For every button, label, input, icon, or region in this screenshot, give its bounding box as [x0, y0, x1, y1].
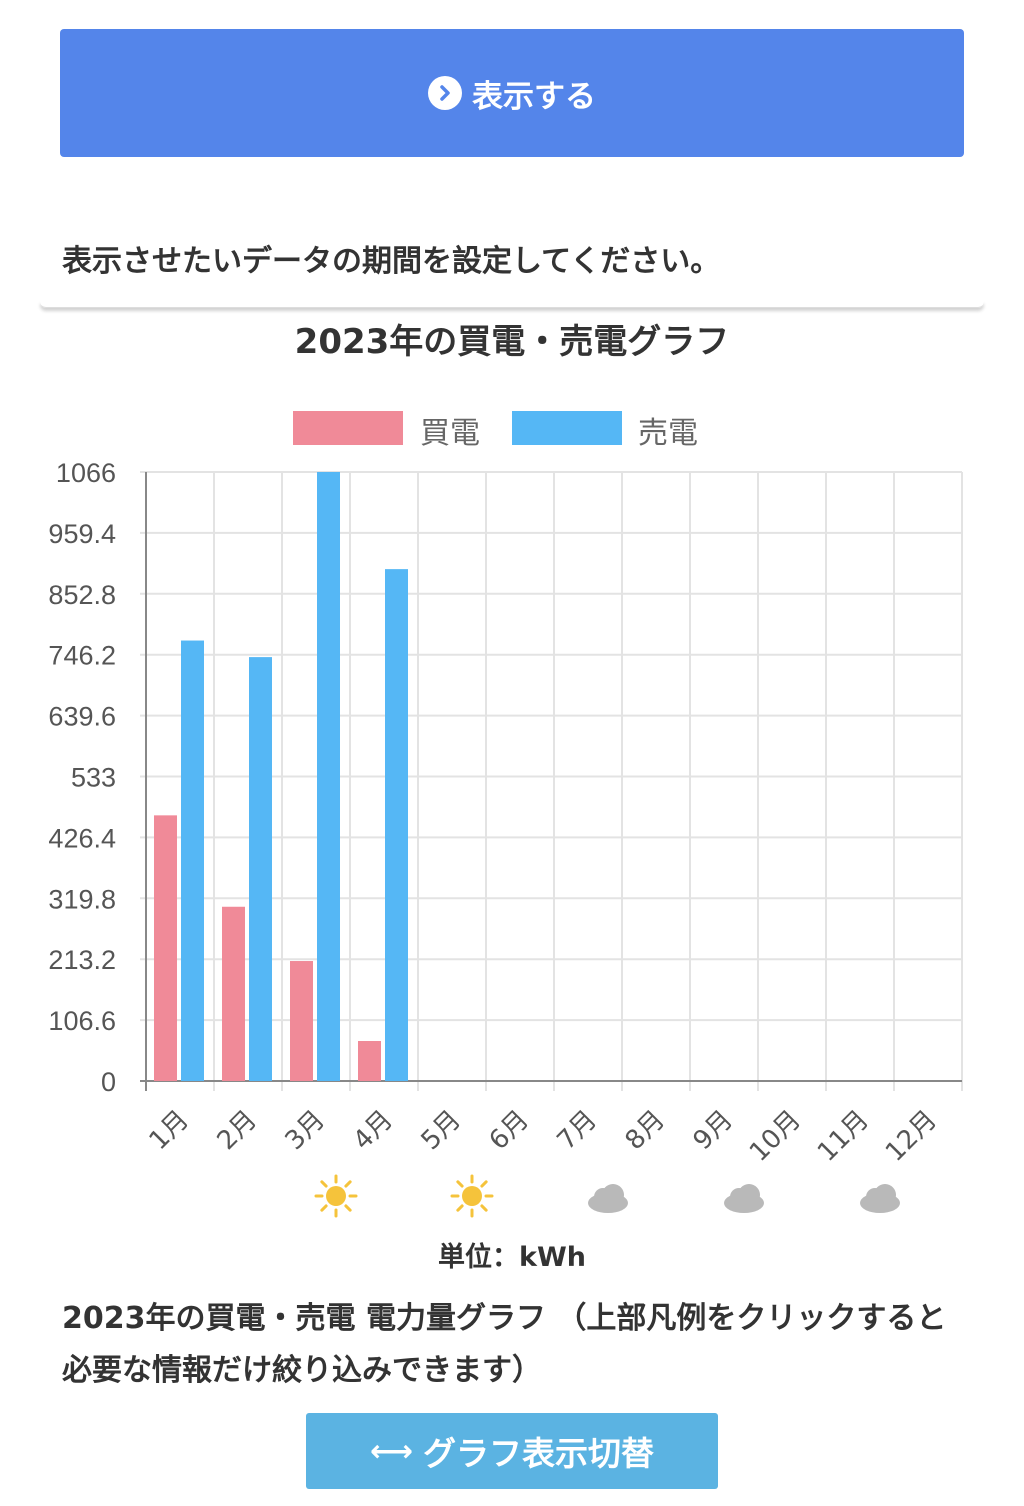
bar-purchase [222, 906, 245, 1081]
x-tick-label: 2月 [212, 1105, 263, 1156]
weather-row [0, 1168, 1024, 1228]
legend-swatch [293, 411, 403, 445]
show-button[interactable]: 表示する [60, 29, 964, 157]
x-tick-label: 5月 [416, 1105, 467, 1156]
x-tick-label: 4月 [348, 1105, 399, 1156]
graph-toggle-button[interactable]: ⟷ グラフ表示切替 [306, 1413, 718, 1489]
chart-caption: 2023年の買電・売電 電力量グラフ （上部凡例をクリックすると必要な情報だけ絞… [62, 1301, 947, 1388]
x-tick-label: 6月 [484, 1105, 535, 1156]
y-tick-label: 533 [71, 763, 116, 793]
y-tick-label: 213.2 [48, 945, 116, 975]
bar-sale [181, 640, 204, 1081]
bar-sale [249, 657, 272, 1081]
section-divider [40, 301, 984, 308]
x-tick-label: 12月 [880, 1105, 943, 1165]
bar-chart: 1066 959.4 852.8 746.2 639.6 533 426.4 319.8 213… [48, 411, 963, 1165]
cloud-icon [860, 1184, 900, 1213]
double-arrow-icon: ⟷ [369, 1433, 413, 1469]
x-tick-label: 8月 [620, 1105, 671, 1156]
y-tick-label: 852.8 [48, 580, 116, 610]
x-tick-label: 3月 [280, 1105, 331, 1156]
show-button-label: 表示する [472, 78, 596, 115]
bar-purchase [154, 815, 177, 1081]
legend-swatch [512, 411, 622, 445]
y-tick-label: 639.6 [48, 702, 116, 732]
y-tick-label: 746.2 [48, 641, 116, 671]
graph-toggle-label: グラフ表示切替 [423, 1434, 654, 1473]
x-tick-label: 9月 [688, 1105, 739, 1156]
sun-icon [450, 1174, 494, 1218]
cloud-icon [724, 1184, 764, 1213]
bar-sale [385, 569, 408, 1081]
x-tick-label: 7月 [552, 1105, 603, 1156]
cloud-icon [588, 1184, 628, 1213]
y-tick-label: 319.8 [48, 884, 116, 914]
bar-purchase [290, 961, 313, 1081]
y-tick-label: 426.4 [48, 823, 116, 853]
unit-label: 単位：kWh [438, 1242, 586, 1273]
x-tick-label: 1月 [144, 1105, 195, 1156]
y-tick-label: 106.6 [48, 1006, 116, 1036]
y-tick-label: 0 [101, 1067, 116, 1097]
legend-label: 売電 [638, 416, 698, 451]
x-tick-label: 10月 [744, 1105, 807, 1165]
bar-sale [317, 472, 340, 1081]
legend-label: 買電 [420, 416, 480, 451]
y-tick-label: 1066 [56, 458, 116, 488]
period-instruction: 表示させたいデータの期間を設定してください。 [62, 244, 721, 279]
x-tick-label: 11月 [812, 1105, 875, 1165]
chart-title: 2023年の買電・売電グラフ [294, 322, 730, 362]
chevron-right-icon [428, 76, 462, 110]
y-tick-label: 959.4 [48, 519, 116, 549]
bar-purchase [358, 1041, 381, 1081]
sun-icon [314, 1174, 358, 1218]
